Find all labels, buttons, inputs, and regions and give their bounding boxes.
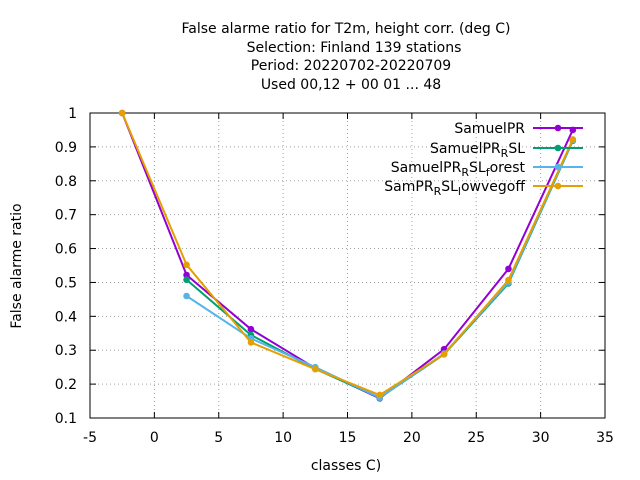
x-tick-label: 0 [150,430,159,446]
series-3 [183,136,577,401]
x-tick-label: 5 [214,430,223,446]
y-tick-label: 0.5 [55,275,77,291]
axes: -5 0 5 10 15 20 25 30 35 0.1 0.2 0.3 0.4 0.5 0.6 0.7 0.8… [55,106,614,446]
data-point [183,261,190,269]
y-tick-label: 0.4 [55,309,77,325]
y-tick-label: 0.6 [55,242,77,258]
title-line-1: False alarme ratio for T2m, height corr.… [181,21,510,37]
legend-swatch-point [554,144,562,152]
legend-label-part: R [501,147,509,160]
legend-label-part: R [434,185,442,198]
x-tick-label: 10 [274,430,292,446]
title-line-3: Period: 20220702-20220709 [251,58,451,74]
legend-swatch-point [554,163,562,171]
y-tick-label: 0.9 [55,140,77,156]
legend-label-part: SL [441,179,458,195]
x-tick-label: 35 [596,430,614,446]
legend-label-part: SL [508,141,525,157]
legend-label: SamuelPR [454,121,525,137]
legend-label-part: orest [490,160,526,176]
y-tick-label: 0.3 [55,343,77,359]
data-point [569,136,577,143]
data-point [376,391,383,399]
legend-entry-2: SamuelPRRSL [430,141,583,160]
series-2 [183,137,577,401]
x-tick-label: 20 [403,430,421,446]
legend-label: SamPRRSLlowvegoff [384,179,525,198]
legend-label-part: SamuelPR [430,141,501,157]
x-tick-label: 25 [467,430,485,446]
x-axis-label: classes C) [311,458,381,474]
data-point [118,109,126,117]
legend-label-part: l [458,185,461,198]
legend: SamuelPRSamuelPRRSLSamuelPRRSLforestSamP… [384,121,583,198]
y-tick-label: 0.7 [55,208,77,224]
grid [90,113,605,418]
y-tick-label: 0.2 [55,377,77,393]
x-tick-label: 30 [532,430,550,446]
data-point [505,265,512,273]
legend-swatch-point [554,182,562,190]
legend-label-part: f [486,166,491,179]
legend-label: SamuelPRRSL [430,141,525,160]
series-line [121,112,574,396]
data-point [183,271,190,279]
legend-label-part: SamuelPR [454,121,525,137]
data-point [440,350,448,358]
data-point [247,339,255,346]
data-point [505,276,512,284]
series-4 [118,109,577,399]
legend-label-part: SamuelPR [391,160,462,176]
y-tick-label: 1 [68,106,77,122]
y-axis-label: False alarme ratio [9,203,25,328]
legend-label-part: R [461,166,469,179]
legend-entry-4: SamPRRSLlowvegoff [384,179,583,198]
y-tick-label: 0.1 [55,411,77,427]
data-point [247,325,255,333]
legend-entry-3: SamuelPRRSLforest [391,160,583,179]
chart-title: False alarme ratio for T2m, height corr.… [181,21,510,93]
data-point [183,276,190,284]
title-line-4: Used 00,12 + 00 01 ... 48 [261,77,441,93]
legend-swatch-point [554,124,562,132]
series-layer [118,109,577,402]
legend-label-part: SamPR [384,179,434,195]
x-tick-label: -5 [83,430,97,446]
x-tick-label: 15 [339,430,357,446]
data-point [312,365,319,373]
legend-label-part: owvegoff [461,179,525,195]
y-tick-label: 0.8 [55,174,77,190]
legend-label: SamuelPRRSLforest [391,160,526,179]
data-point [183,292,190,300]
title-line-2: Selection: Finland 139 stations [247,40,462,56]
legend-entry-1: SamuelPR [454,121,583,137]
legend-label-part: SL [469,160,486,176]
